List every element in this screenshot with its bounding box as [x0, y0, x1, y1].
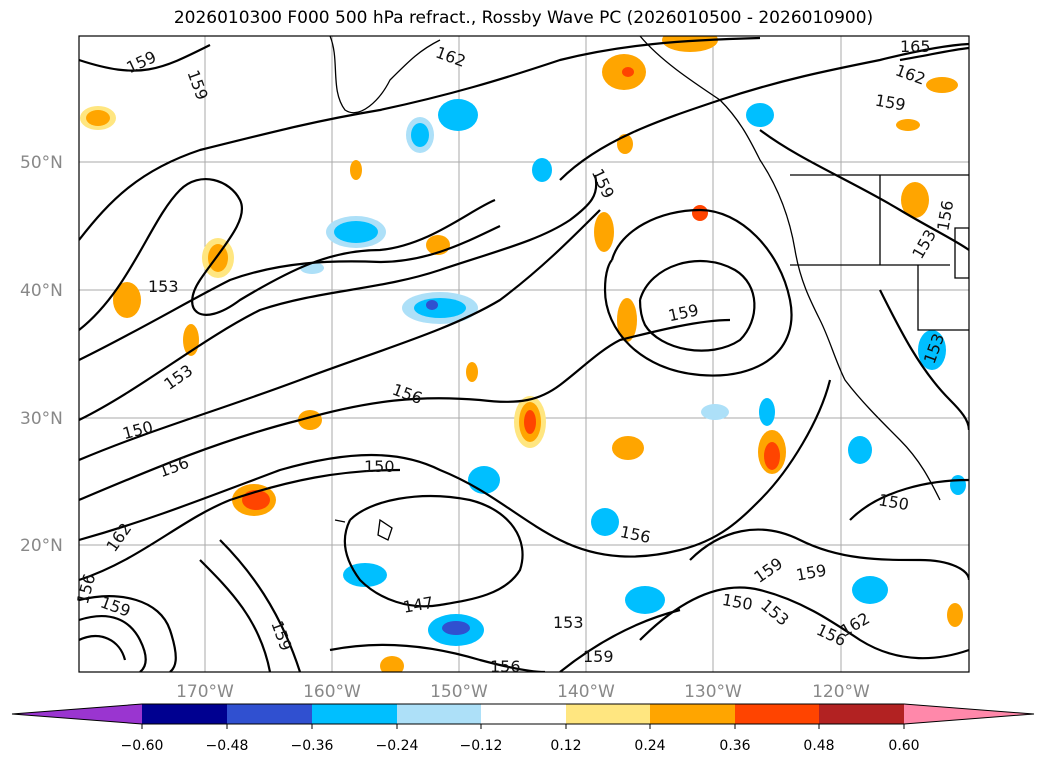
colorbar-segment — [142, 704, 227, 724]
colorbar-tick: −0.60 — [121, 738, 164, 754]
lat-label: 40°N — [20, 281, 63, 301]
colorbar-tick: 0.48 — [803, 738, 834, 754]
colorbar-segment — [735, 704, 819, 724]
colorbar-tick: 0.60 — [888, 738, 919, 754]
map-area — [79, 36, 969, 672]
lon-label: 130°W — [684, 682, 742, 702]
colorbar-tick: −0.48 — [206, 738, 249, 754]
latitude-labels: 50°N 40°N 30°N 20°N — [20, 153, 63, 556]
colorbar-tick: −0.36 — [291, 738, 334, 754]
lon-label: 170°W — [176, 682, 234, 702]
map-border — [78, 35, 970, 673]
lon-label: 160°W — [303, 682, 361, 702]
colorbar-tick: −0.12 — [460, 738, 503, 754]
lon-label: 140°W — [557, 682, 615, 702]
colorbar-segment — [566, 704, 650, 724]
colorbar-tick: 0.36 — [719, 738, 750, 754]
contour-label: 150 — [364, 457, 395, 476]
colorbar-segment — [650, 704, 735, 724]
colorbar-segment — [397, 704, 481, 724]
colorbar-tick: −0.24 — [376, 738, 419, 754]
colorbar-tick: 0.24 — [634, 738, 665, 754]
contour-label: 153 — [148, 277, 179, 296]
contour-label: 156 — [490, 657, 521, 676]
colorbar: −0.60 −0.48 −0.36 −0.24 −0.12 0.12 0.24 … — [11, 703, 1035, 754]
contour-label: 153 — [553, 613, 584, 632]
shaded-patches — [80, 36, 966, 672]
contour-label: 159 — [583, 647, 614, 666]
lat-label: 50°N — [20, 153, 63, 173]
lon-label: 150°W — [430, 682, 488, 702]
longitude-labels: 170°W 160°W 150°W 140°W 130°W 120°W — [176, 682, 870, 702]
colorbar-tick: 0.12 — [550, 738, 581, 754]
lon-label: 120°W — [812, 682, 870, 702]
colorbar-segment — [904, 704, 1034, 724]
lat-label: 20°N — [20, 536, 63, 556]
colorbar-segment — [312, 704, 397, 724]
colorbar-segment — [819, 704, 904, 724]
contour-label: 165 — [900, 37, 931, 56]
contour-lines — [79, 36, 969, 672]
colorbar-segment — [481, 704, 566, 724]
colorbar-segment — [227, 704, 312, 724]
coastlines — [329, 36, 969, 541]
map-title: 2026010300 F000 500 hPa refract., Rossby… — [173, 8, 874, 28]
colorbar-segment — [12, 704, 142, 724]
lat-label: 30°N — [20, 409, 63, 429]
